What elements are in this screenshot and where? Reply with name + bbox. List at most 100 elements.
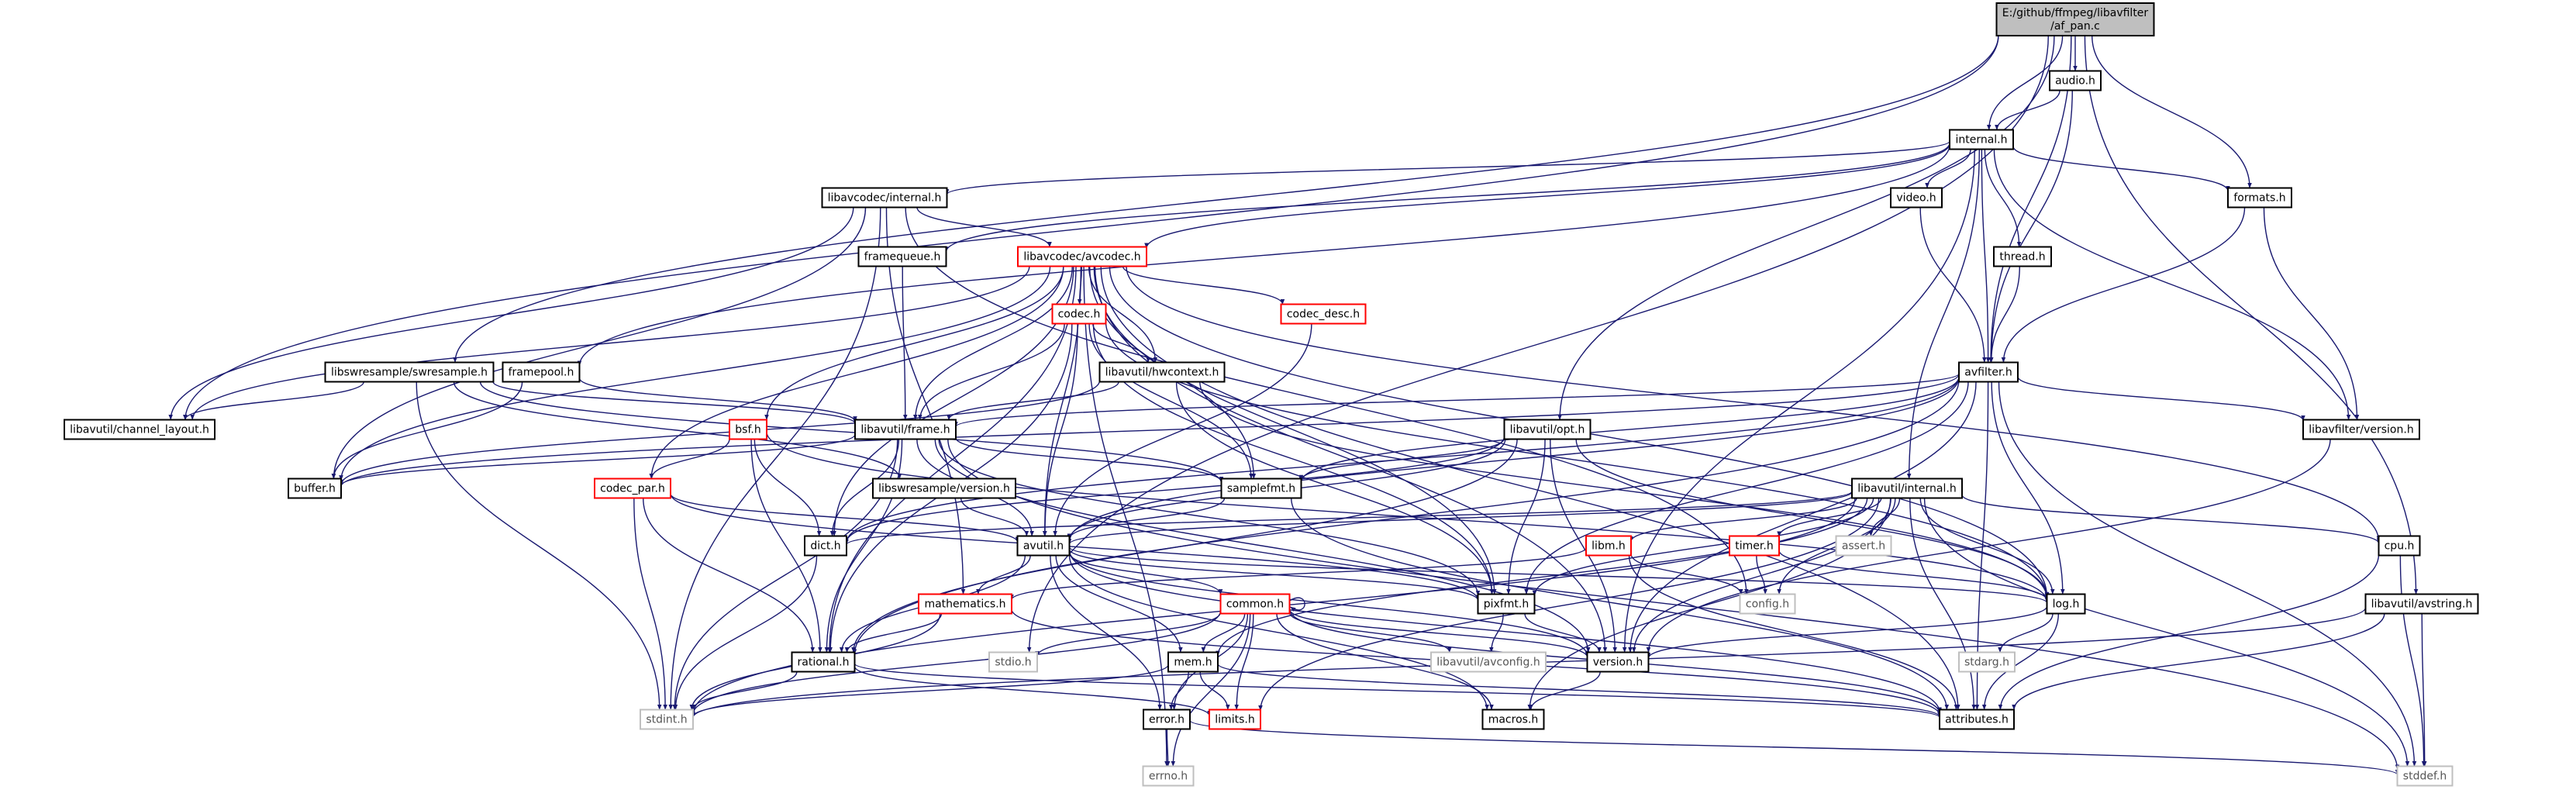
node-label: assert.h xyxy=(1842,540,1885,553)
edge-path xyxy=(1529,671,1601,710)
edge-path xyxy=(670,493,1020,543)
graph-node-lavf_version[interactable]: libavfilter/version.h xyxy=(2302,419,2420,440)
node-label: common.h xyxy=(1226,598,1284,611)
graph-node-codec_par[interactable]: codec_par.h xyxy=(594,478,671,499)
node-label: macros.h xyxy=(1488,714,1539,726)
node-label: version.h xyxy=(1593,657,1643,669)
graph-node-buffer[interactable]: buffer.h xyxy=(288,478,342,499)
graph-node-chlayout[interactable]: libavutil/channel_layout.h xyxy=(64,419,216,440)
graph-node-macros[interactable]: macros.h xyxy=(1481,709,1545,730)
node-box xyxy=(2046,593,2086,615)
edge-opt-to-samplefmt xyxy=(1298,438,1505,481)
graph-node-internal[interactable]: internal.h xyxy=(1949,129,2014,150)
node-box xyxy=(2364,593,2479,615)
edge-root-to-avstring xyxy=(2084,35,2419,595)
node-label: libavutil/opt.h xyxy=(1510,424,1585,436)
edge-path xyxy=(1067,491,1853,545)
edge-avfilter-to-frame xyxy=(953,373,1960,428)
node-box xyxy=(1017,246,1147,267)
edge-path xyxy=(1991,381,2065,595)
graph-node-cpu[interactable]: cpu.h xyxy=(2378,535,2421,557)
node-label: config.h xyxy=(1746,598,1789,611)
edge-path xyxy=(1575,439,2050,598)
graph-node-mem[interactable]: mem.h xyxy=(1167,651,1219,673)
node-label: codec.h xyxy=(1058,309,1101,321)
edge-audio-to-internal xyxy=(1995,90,2060,130)
graph-node-formats[interactable]: formats.h xyxy=(2227,187,2292,209)
node-label: framequeue.h xyxy=(864,251,941,264)
graph-node-avfilter[interactable]: avfilter.h xyxy=(1958,361,2019,383)
edge-avfilter-to-avutil xyxy=(1067,377,1960,542)
graph-node-samplefmt[interactable]: samplefmt.h xyxy=(1220,478,1302,499)
edge-rational-to-limits xyxy=(853,666,1212,716)
edge-path xyxy=(673,555,818,710)
node-label: libavutil/avstring.h xyxy=(2371,598,2473,611)
graph-node-mathematics[interactable]: mathematics.h xyxy=(918,593,1012,615)
graph-node-dict[interactable]: dict.h xyxy=(804,535,847,557)
graph-node-framepool[interactable]: framepool.h xyxy=(502,361,581,383)
edge-path xyxy=(853,663,1942,719)
graph-node-opt[interactable]: libavutil/opt.h xyxy=(1503,419,1591,440)
graph-node-pixfmt[interactable]: pixfmt.h xyxy=(1477,593,1536,615)
graph-node-codec_desc[interactable]: codec_desc.h xyxy=(1280,303,1367,325)
edge-avfilter-to-lavf_version xyxy=(2017,376,2305,421)
graph-node-rational[interactable]: rational.h xyxy=(791,651,856,673)
graph-node-avstring[interactable]: libavutil/avstring.h xyxy=(2364,593,2479,615)
edge-avfilter-to-log xyxy=(1991,381,2065,595)
edge-opt-to-dict xyxy=(844,436,1505,543)
edge-path xyxy=(976,555,1031,595)
edge-internal-to-formats xyxy=(2012,146,2230,191)
edge-swr-to-stdint xyxy=(416,381,662,710)
graph-node-timer[interactable]: timer.h xyxy=(1729,535,1780,557)
edge-path xyxy=(1009,547,1587,601)
node-box xyxy=(1143,709,1191,730)
graph-node-framequeue[interactable]: framequeue.h xyxy=(857,246,947,267)
edge-swr_version-to-avutil xyxy=(960,498,1029,536)
edge-framepool-to-frame xyxy=(578,378,857,422)
graph-node-attributes[interactable]: attributes.h xyxy=(1939,709,2015,730)
graph-node-bsf[interactable]: bsf.h xyxy=(729,419,767,440)
graph-node-video[interactable]: video.h xyxy=(1890,187,1943,209)
graph-node-libm[interactable]: libm.h xyxy=(1585,535,1632,557)
graph-node-frame[interactable]: libavutil/frame.h xyxy=(854,419,957,440)
graph-node-assert: assert.h xyxy=(1835,535,1892,557)
graph-node-thread[interactable]: thread.h xyxy=(1993,246,2052,267)
graph-node-audio[interactable]: audio.h xyxy=(2049,70,2102,91)
graph-node-swr[interactable]: libswresample/swresample.h xyxy=(324,361,495,383)
edge-bsf-to-dict xyxy=(753,439,822,536)
edge-path xyxy=(1993,149,2351,420)
node-label: cpu.h xyxy=(2385,540,2415,553)
edge-path xyxy=(1199,671,1230,710)
graph-node-avconfig: libavutil/avconfig.h xyxy=(1430,651,1547,673)
graph-node-error[interactable]: error.h xyxy=(1143,709,1191,730)
graph-node-swr_version[interactable]: libswresample/version.h xyxy=(872,478,1016,499)
node-label: libswresample/swresample.h xyxy=(331,367,488,379)
node-box xyxy=(2049,70,2102,91)
edge-path xyxy=(168,207,854,420)
graph-node-codec[interactable]: codec.h xyxy=(1051,303,1107,325)
edge-lavu_internal-to-version xyxy=(1632,498,1891,653)
edge-path xyxy=(960,498,1029,536)
edge-error-to-stddef xyxy=(1189,719,2400,775)
graph-node-common[interactable]: common.h xyxy=(1219,593,1291,615)
graph-node-log[interactable]: log.h xyxy=(2046,593,2086,615)
edge-common-to-errno xyxy=(1171,613,1251,767)
node-label: rational.h xyxy=(798,657,850,669)
graph-node-config: config.h xyxy=(1739,593,1796,615)
graph-node-lavu_internal[interactable]: libavutil/internal.h xyxy=(1851,478,1963,499)
node-label: libavutil/avconfig.h xyxy=(1436,657,1540,669)
graph-node-avutil[interactable]: avutil.h xyxy=(1016,535,1071,557)
edge-mathematics-to-rational xyxy=(844,613,943,653)
graph-node-lavc_internal[interactable]: libavcodec/internal.h xyxy=(821,187,948,209)
edge-frame-to-samplefmt xyxy=(955,437,1224,482)
edge-path xyxy=(2017,376,2305,421)
node-label: log.h xyxy=(2053,598,2080,611)
edge-lavu_internal-to-log xyxy=(1919,498,2055,595)
node-box xyxy=(1995,2,2155,36)
graph-node-avcodec[interactable]: libavcodec/avcodec.h xyxy=(1017,246,1147,267)
graph-node-hwcontext[interactable]: libavutil/hwcontext.h xyxy=(1098,361,1226,383)
graph-node-limits[interactable]: limits.h xyxy=(1209,709,1261,730)
graph-node-version[interactable]: version.h xyxy=(1586,651,1650,673)
node-label: errno.h xyxy=(1149,771,1188,783)
edge-path xyxy=(453,35,1999,363)
